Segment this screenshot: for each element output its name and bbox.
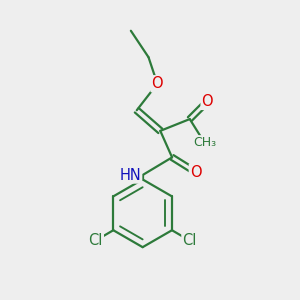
Text: O: O <box>152 76 163 91</box>
Text: Cl: Cl <box>182 233 197 248</box>
Text: HN: HN <box>119 167 141 182</box>
Text: Cl: Cl <box>88 233 103 248</box>
Text: O: O <box>190 165 202 180</box>
Text: O: O <box>202 94 213 109</box>
Text: CH₃: CH₃ <box>193 136 216 149</box>
